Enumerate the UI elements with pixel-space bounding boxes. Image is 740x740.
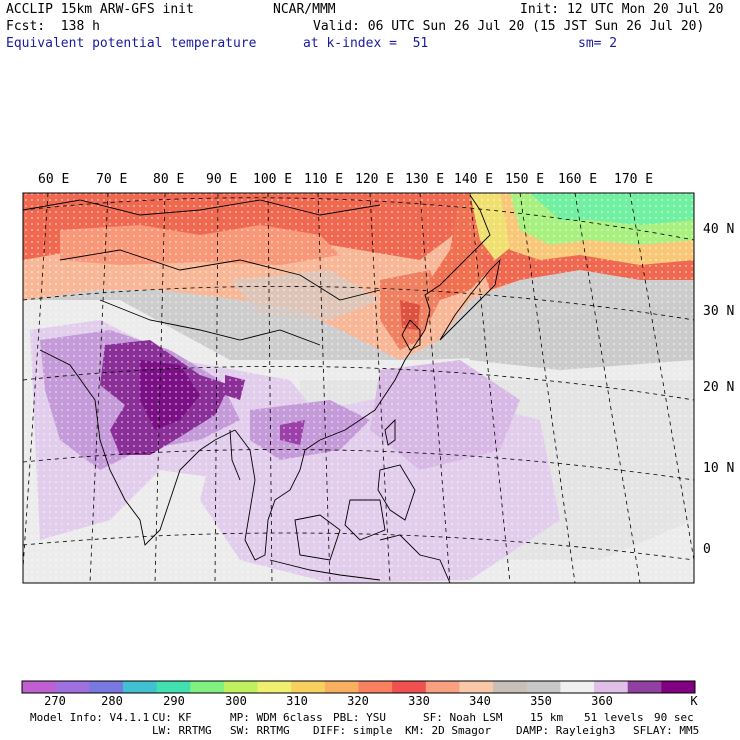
lon-label-160e: 160 E [558,172,598,187]
colorbar-swatch [358,681,393,693]
lon-label-60e: 60 E [38,172,70,187]
footer-sw: SW: RRTMG [230,724,290,737]
colorbar-unit: K [690,694,698,708]
lon-label-120e: 120 E [355,172,395,187]
colorbar-swatch [661,681,696,693]
level-index: at k-index = 51 [303,36,429,51]
colorbar-swatch [459,681,494,693]
lon-label-110e: 110 E [304,172,344,187]
colorbar-label-270: 270 [44,694,66,708]
lon-label-150e: 150 E [505,172,545,187]
colorbar [21,680,696,694]
lon-label-130e: 130 E [405,172,445,187]
lon-label-100e: 100 E [253,172,293,187]
valid-time: Valid: 06 UTC Sun 26 Jul 20 (15 JST Sun … [313,19,705,34]
colorbar-label-360: 360 [591,694,613,708]
graticule [23,193,694,583]
colorbar-swatch [627,681,662,693]
colorbar-swatch [89,681,124,693]
org-label: NCAR/MMM [273,2,336,17]
footer-km: KM: 2D Smagor [405,724,492,737]
model-title: ACCLIP 15km ARW-GFS init [6,2,194,17]
colorbar-label-350: 350 [530,694,552,708]
footer-resolution: 15 km [530,711,564,724]
colorbar-swatch [22,681,57,693]
colorbar-swatch [560,681,595,693]
colorbar-label-290: 290 [163,694,185,708]
lat-label-20n: 20 N [703,380,735,395]
footer-mp: MP: WDM 6class [230,711,323,724]
footer-diff: DIFF: simple [313,724,393,737]
colorbar-swatch [55,681,90,693]
field-name: Equivalent potential temperature [6,36,257,51]
lat-label-30n: 30 N [703,304,735,319]
colorbar-label-320: 320 [347,694,369,708]
colorbar-label-340: 340 [469,694,491,708]
colorbar-swatch [324,681,359,693]
footer-damp: DAMP: Rayleigh3 [516,724,616,737]
colorbar-swatch [526,681,561,693]
colorbar-swatch [122,681,158,693]
colorbar-swatch [425,681,460,693]
colorbar-swatch [392,681,427,693]
footer-model-info: Model Info: V4.1.1 [30,711,150,724]
map-frame [22,192,695,584]
colorbar-frame [21,680,696,694]
theta-e-field [23,193,694,583]
footer-timestep: 90 sec [654,711,694,724]
colorbar-label-280: 280 [101,694,123,708]
lon-label-70e: 70 E [96,172,128,187]
colorbar-label-300: 300 [225,694,247,708]
footer-levels: 51 levels [584,711,644,724]
colorbar-swatch [493,681,528,693]
lon-label-170e: 170 E [614,172,654,187]
colorbar-swatch [223,681,259,693]
lat-label-40n: 40 N [703,222,735,237]
footer-pbl: PBL: YSU [333,711,386,724]
forecast-hour: Fcst: 138 h [6,19,100,34]
footer-sflay: SFLAY: MM5 [633,724,700,737]
colorbar-swatch [291,681,326,693]
smoothing: sm= 2 [578,36,618,51]
colorbar-label-310: 310 [286,694,308,708]
colorbar-swatch [190,681,225,693]
colorbar-swatch [594,681,629,693]
lon-label-140e: 140 E [454,172,494,187]
footer-cu: CU: KF [152,711,192,724]
coastlines [23,194,501,583]
footer-sf: SF: Noah LSM [423,711,503,724]
colorbar-label-330: 330 [408,694,430,708]
colorbar-swatch [257,681,292,693]
lat-label-10n: 10 N [703,461,735,476]
colorbar-swatch [156,681,191,693]
lon-label-80e: 80 E [153,172,185,187]
init-time: Init: 12 UTC Mon 20 Jul 20 [520,2,724,17]
footer-lw: LW: RRTMG [152,724,212,737]
lon-label-90e: 90 E [206,172,238,187]
lat-label-0: 0 [703,542,711,557]
